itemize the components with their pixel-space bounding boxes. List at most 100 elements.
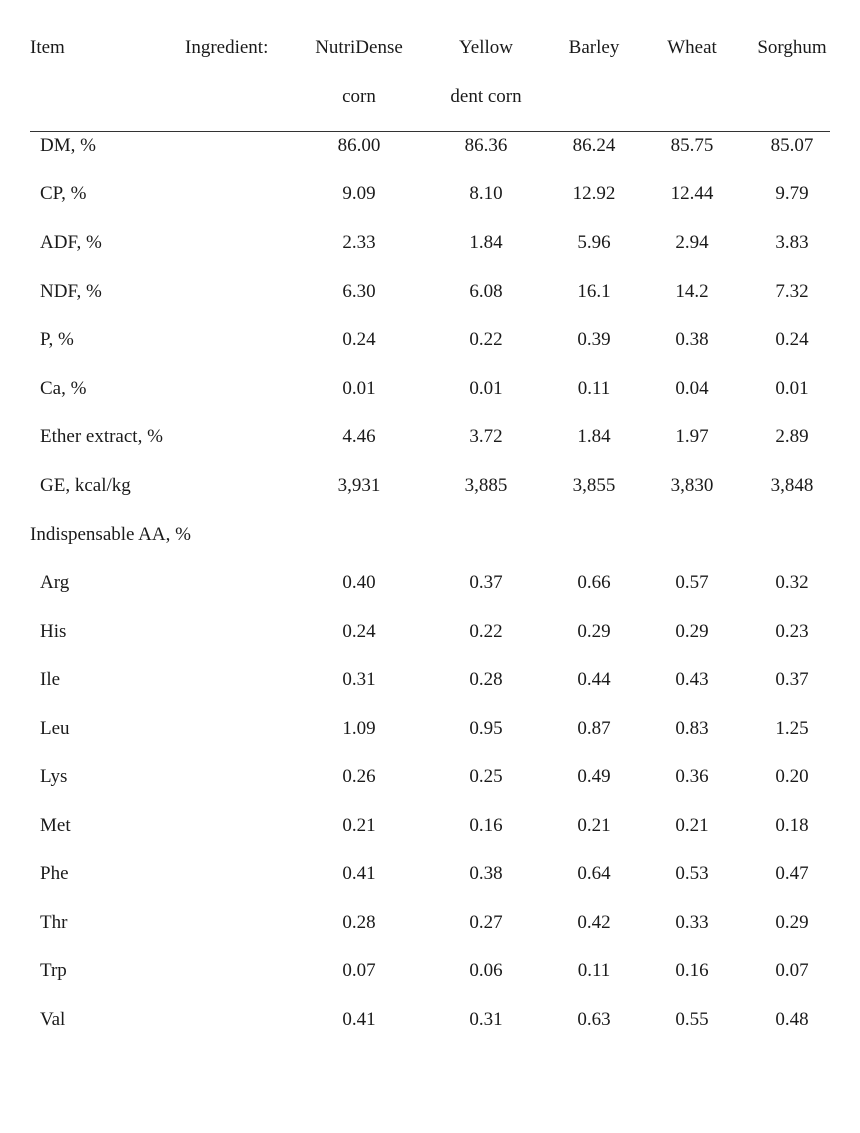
table-cell: 0.42 (577, 912, 611, 933)
table-cell: 3.72 (469, 426, 503, 447)
table-cell: 0.21 (342, 815, 376, 836)
table-cell: 8.10 (469, 183, 503, 204)
table-cell: 0.20 (775, 766, 809, 787)
table-cell: 0.39 (577, 329, 611, 350)
table-cell: 0.66 (577, 572, 611, 593)
table-cell: 9.09 (342, 183, 376, 204)
table-cell: 5.96 (577, 232, 611, 253)
table-cell: 6.08 (469, 281, 503, 302)
table-cell: 0.01 (342, 378, 376, 399)
table-cell: 0.28 (342, 912, 376, 933)
table-cell: 2.89 (775, 426, 809, 447)
header-col-wheat: Wheat (667, 37, 717, 58)
table-cell: 0.41 (342, 863, 376, 884)
table-cell: 0.24 (342, 621, 376, 642)
table-cell: 0.31 (469, 1009, 503, 1030)
table-cell: 0.40 (342, 572, 376, 593)
table-cell: 86.00 (337, 135, 381, 156)
table-cell: 0.07 (342, 960, 376, 981)
row-label: P, % (40, 329, 74, 350)
table-cell: 0.38 (675, 329, 709, 350)
header-col-yellow-dent-line1: Yellow (458, 37, 514, 58)
table-cell: 1.09 (342, 718, 376, 739)
table-cell: 3,885 (464, 475, 508, 496)
table-cell: 0.29 (577, 621, 611, 642)
table-cell: 0.38 (469, 863, 503, 884)
table-cell: 0.29 (775, 912, 809, 933)
row-label: CP, % (40, 183, 87, 204)
row-label: Trp (40, 960, 67, 981)
table-cell: 0.55 (675, 1009, 709, 1030)
table-cell: 3,848 (770, 475, 814, 496)
table-cell: 0.24 (342, 329, 376, 350)
table-cell: 0.57 (675, 572, 709, 593)
table-cell: 86.36 (464, 135, 508, 156)
row-label: Met (40, 815, 71, 836)
table-cell: 1.25 (775, 718, 809, 739)
table-cell: 0.01 (469, 378, 503, 399)
table-cell: 0.49 (577, 766, 611, 787)
table-cell: 9.79 (775, 183, 809, 204)
table-cell: 1.84 (469, 232, 503, 253)
table-cell: 16.1 (577, 281, 611, 302)
table-cell: 6.30 (342, 281, 376, 302)
table-cell: 12.92 (572, 183, 616, 204)
table-cell: 0.11 (577, 960, 611, 981)
table-cell: 3,931 (337, 475, 381, 496)
table-cell: 85.07 (770, 135, 814, 156)
table-cell: 0.25 (469, 766, 503, 787)
table-cell: 0.64 (577, 863, 611, 884)
table-cell: 0.26 (342, 766, 376, 787)
table-cell: 3,830 (670, 475, 714, 496)
table-cell: 0.37 (775, 669, 809, 690)
table-cell: 1.84 (577, 426, 611, 447)
table-cell: 12.44 (670, 183, 714, 204)
table-cell: 2.94 (675, 232, 709, 253)
row-label: ADF, % (40, 232, 102, 253)
header-col-sorghum: Sorghum (757, 37, 827, 58)
row-label: NDF, % (40, 281, 102, 302)
row-label: Arg (40, 572, 70, 593)
table-cell: 0.36 (675, 766, 709, 787)
table-cell: 0.16 (469, 815, 503, 836)
row-label: Ca, % (40, 378, 87, 399)
header-col-nutridense-line1: NutriDense (315, 37, 403, 58)
table-cell: 0.16 (675, 960, 709, 981)
row-label: Leu (40, 718, 70, 739)
table-cell: 0.22 (469, 621, 503, 642)
table-cell: 0.47 (775, 863, 809, 884)
table-cell: 14.2 (675, 281, 709, 302)
table-cell: 7.32 (775, 281, 809, 302)
header-col-barley: Barley (568, 37, 620, 58)
table-cell: 0.44 (577, 669, 611, 690)
table-cell: 0.33 (675, 912, 709, 933)
table-cell: 0.21 (577, 815, 611, 836)
table-cell: 0.23 (775, 621, 809, 642)
table-cell: 85.75 (670, 135, 714, 156)
table-cell: 3.83 (775, 232, 809, 253)
row-label: Phe (40, 863, 69, 884)
table-cell: 0.63 (577, 1009, 611, 1030)
row-label: Thr (40, 912, 68, 933)
table-cell: 0.32 (775, 572, 809, 593)
row-label: Ile (40, 669, 61, 690)
row-label: GE, kcal/kg (40, 475, 131, 496)
table-cell: 1.97 (675, 426, 709, 447)
table-cell: 0.27 (469, 912, 503, 933)
header-col-yellow-dent-line2: dent corn (450, 86, 522, 107)
header-item: Item (30, 37, 65, 58)
table-cell: 0.87 (577, 718, 611, 739)
row-label: His (40, 621, 67, 642)
table-cell: 0.29 (675, 621, 709, 642)
table-cell: 0.22 (469, 329, 503, 350)
table-cell: 0.06 (469, 960, 503, 981)
table-cell: 3,855 (572, 475, 616, 496)
table-cell: 0.43 (675, 669, 709, 690)
table-cell: 0.95 (469, 718, 503, 739)
table-cell: 0.37 (469, 572, 503, 593)
table-cell: 0.04 (675, 378, 709, 399)
table-cell: 0.21 (675, 815, 709, 836)
table-cell: 0.83 (675, 718, 709, 739)
table-cell: 2.33 (342, 232, 376, 253)
table-cell: 0.53 (675, 863, 709, 884)
